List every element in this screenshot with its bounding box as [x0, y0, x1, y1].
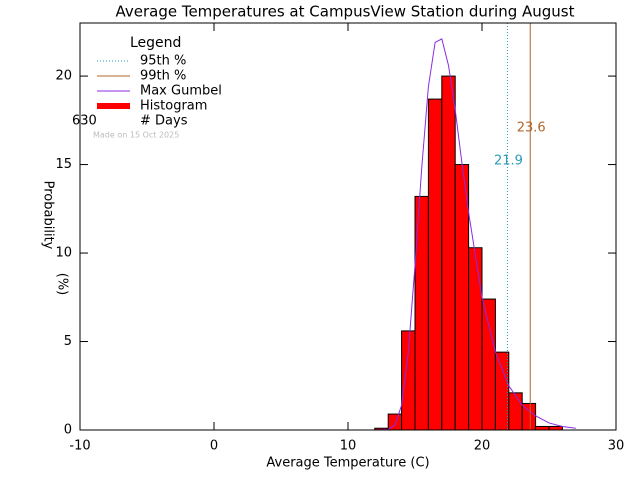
- chart-title: Average Temperatures at CampusView Stati…: [115, 3, 574, 21]
- histogram-bar: [481, 298, 496, 431]
- histogram-bar: [535, 425, 550, 431]
- x-tick-label: 30: [608, 439, 625, 454]
- y-tick-label: 10: [55, 246, 72, 261]
- histogram-bar: [468, 247, 483, 431]
- y-axis-unit: (%): [55, 273, 70, 296]
- x-axis-label: Average Temperature (C): [266, 456, 429, 471]
- histogram-bar: [454, 164, 470, 431]
- legend-label: Max Gumbel: [140, 84, 222, 99]
- percentile-label: 21.9: [494, 154, 523, 169]
- y-tick-label: 0: [64, 423, 72, 438]
- histogram-bar: [441, 75, 456, 431]
- y-axis-label: Probability: [41, 181, 56, 250]
- days-count: 630: [72, 114, 97, 129]
- histogram-bar: [508, 392, 523, 431]
- legend-label: 95th %: [140, 54, 186, 69]
- legend-label: 99th %: [140, 69, 186, 84]
- x-tick-label: -10: [69, 439, 90, 454]
- x-tick-label: 20: [474, 439, 491, 454]
- histogram-bar: [548, 425, 563, 431]
- y-tick-label: 20: [55, 69, 72, 84]
- legend-title: Legend: [130, 35, 181, 51]
- x-tick-label: 0: [210, 439, 218, 454]
- plot-area: 21.9 23.6: [374, 23, 576, 431]
- legend-label: Histogram: [140, 99, 207, 114]
- percentile-label: 23.6: [517, 121, 546, 136]
- days-label: # Days: [140, 114, 188, 129]
- x-tick-label: 10: [340, 439, 357, 454]
- histogram-bar: [427, 98, 443, 431]
- y-tick-label: 5: [64, 334, 72, 349]
- gumbel-curve: [374, 38, 576, 431]
- footnote: Made on 15 Oct 2025: [93, 131, 179, 140]
- histogram-bar: [494, 351, 510, 431]
- y-tick-label: 15: [55, 157, 72, 172]
